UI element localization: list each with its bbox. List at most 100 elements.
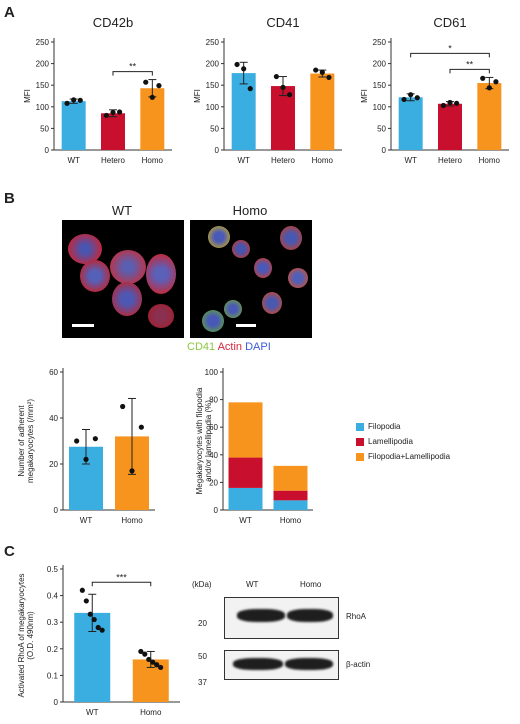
stain-actin-label: Actin <box>217 341 243 353</box>
beta-actin-label: β-actin <box>346 660 371 669</box>
bar <box>231 73 256 150</box>
blot-rhoa <box>224 597 339 639</box>
x-tick-label: WT <box>239 516 252 525</box>
data-point <box>414 95 420 101</box>
data-point <box>401 96 407 103</box>
kda-label: (kDa) <box>192 580 212 589</box>
x-tick-label: Homo <box>479 156 501 165</box>
legend-swatch-filopodia <box>356 423 364 431</box>
band-actin-wt <box>233 658 283 670</box>
data-point <box>138 424 144 430</box>
chart-title: CD41 <box>266 15 299 30</box>
y-tick-label: 100 <box>36 103 50 112</box>
y-tick-label: 0 <box>215 146 220 155</box>
filopodia-lamellipodia-chart: 0 20 40 60 80 100 Megakaryocytes with filopodi… <box>195 368 313 525</box>
bar <box>398 97 423 150</box>
data-point <box>313 67 319 73</box>
x-tick-label: Hetero <box>438 156 463 165</box>
bar <box>101 113 125 150</box>
legend-label-both: Filopodia+Lamellipodia <box>368 452 451 461</box>
data-point <box>64 100 70 106</box>
data-point <box>142 651 148 657</box>
y-tick-label: 50 <box>377 124 386 133</box>
band-rhoa-wt <box>237 609 285 622</box>
y-axis-label: megakaryocytes (/mm²) <box>26 399 35 483</box>
x-tick-label: Homo <box>142 156 164 165</box>
y-axis-label: MFI <box>23 89 32 103</box>
stacked-bar-segment <box>228 402 263 458</box>
x-tick-label: WT <box>80 516 93 525</box>
adherent-megakaryocytes-chart: 0 20 40 60 Number of adherent megakaryocytes … <box>17 368 155 525</box>
data-point <box>77 97 83 103</box>
x-tick-label: Homo <box>312 156 334 165</box>
stacked-bar-segment <box>273 490 308 501</box>
legend-label-filopodia: Filopodia <box>368 422 401 431</box>
panel-letter-a: A <box>4 4 15 21</box>
stain-dapi-label: DAPI <box>245 341 271 353</box>
activated-rhoa-chart: 0 0.1 0.2 0.3 0.4 0.5 Activated RhoA of megaka… <box>17 565 180 717</box>
data-point <box>91 616 97 623</box>
data-point <box>92 436 98 442</box>
stain-legend: CD41 Actin DAPI <box>187 341 271 353</box>
legend-swatch-both <box>356 453 364 461</box>
legend-label-lamellipodia: Lamellipodia <box>368 437 413 446</box>
data-point <box>95 624 101 631</box>
data-point <box>408 92 414 98</box>
data-point <box>234 61 240 68</box>
data-point <box>154 662 160 668</box>
y-tick-label: 20 <box>49 460 58 469</box>
significance-label: ** <box>129 62 137 72</box>
data-point <box>129 468 135 474</box>
data-point <box>150 659 156 665</box>
bar <box>61 101 86 150</box>
data-point <box>146 656 152 663</box>
x-tick-label: Homo <box>280 516 302 525</box>
y-tick-label: 0.3 <box>47 618 59 627</box>
x-tick-label: WT <box>237 156 250 165</box>
y-tick-label: 0 <box>54 506 59 515</box>
data-point <box>110 109 116 116</box>
y-tick-label: 0.4 <box>47 592 59 601</box>
micro-wt-title: WT <box>111 203 133 218</box>
chart-title: CD61 <box>433 15 466 30</box>
stacked-bar-segment <box>228 457 263 488</box>
y-tick-label: 0 <box>54 698 59 707</box>
data-point <box>138 648 144 655</box>
y-tick-label: 40 <box>49 414 58 423</box>
y-tick-label: 200 <box>36 60 50 69</box>
data-point <box>158 664 164 671</box>
data-point <box>247 86 253 92</box>
bar <box>310 73 335 150</box>
micro-homo-title: Homo <box>232 203 268 218</box>
y-axis-label: MFI <box>360 89 369 103</box>
data-point <box>83 456 89 462</box>
y-tick-label: 60 <box>209 423 218 432</box>
y-tick-label: 200 <box>373 60 387 69</box>
data-point <box>326 74 332 81</box>
y-tick-label: 250 <box>36 38 50 47</box>
data-point <box>74 438 80 444</box>
band-actin-homo <box>285 658 333 670</box>
stacked-bar-segment <box>273 465 308 491</box>
micrograph-homo <box>190 220 312 338</box>
data-point <box>79 587 85 593</box>
data-point <box>143 79 149 85</box>
band-rhoa-homo <box>287 609 333 622</box>
x-tick-label: WT <box>86 708 99 717</box>
lane-label-wt: WT <box>246 580 259 589</box>
cd41-chart: CD41 0 50 100 150 200 250 MFI WT Hetero Homo <box>193 15 342 165</box>
data-point <box>241 66 247 72</box>
y-tick-label: 100 <box>205 368 219 377</box>
data-point <box>486 85 492 91</box>
x-tick-label: WT <box>404 156 417 165</box>
marker-50: 50 <box>198 652 207 661</box>
y-tick-label: 80 <box>209 396 218 405</box>
bar <box>477 83 502 150</box>
y-tick-label: 50 <box>210 124 219 133</box>
legend-swatch-lamellipodia <box>356 438 364 446</box>
y-axis-label: and/or lamellipodia (%) <box>204 400 213 482</box>
data-point <box>71 97 77 103</box>
data-point <box>117 109 123 115</box>
data-point <box>480 75 486 81</box>
data-point <box>273 73 279 80</box>
